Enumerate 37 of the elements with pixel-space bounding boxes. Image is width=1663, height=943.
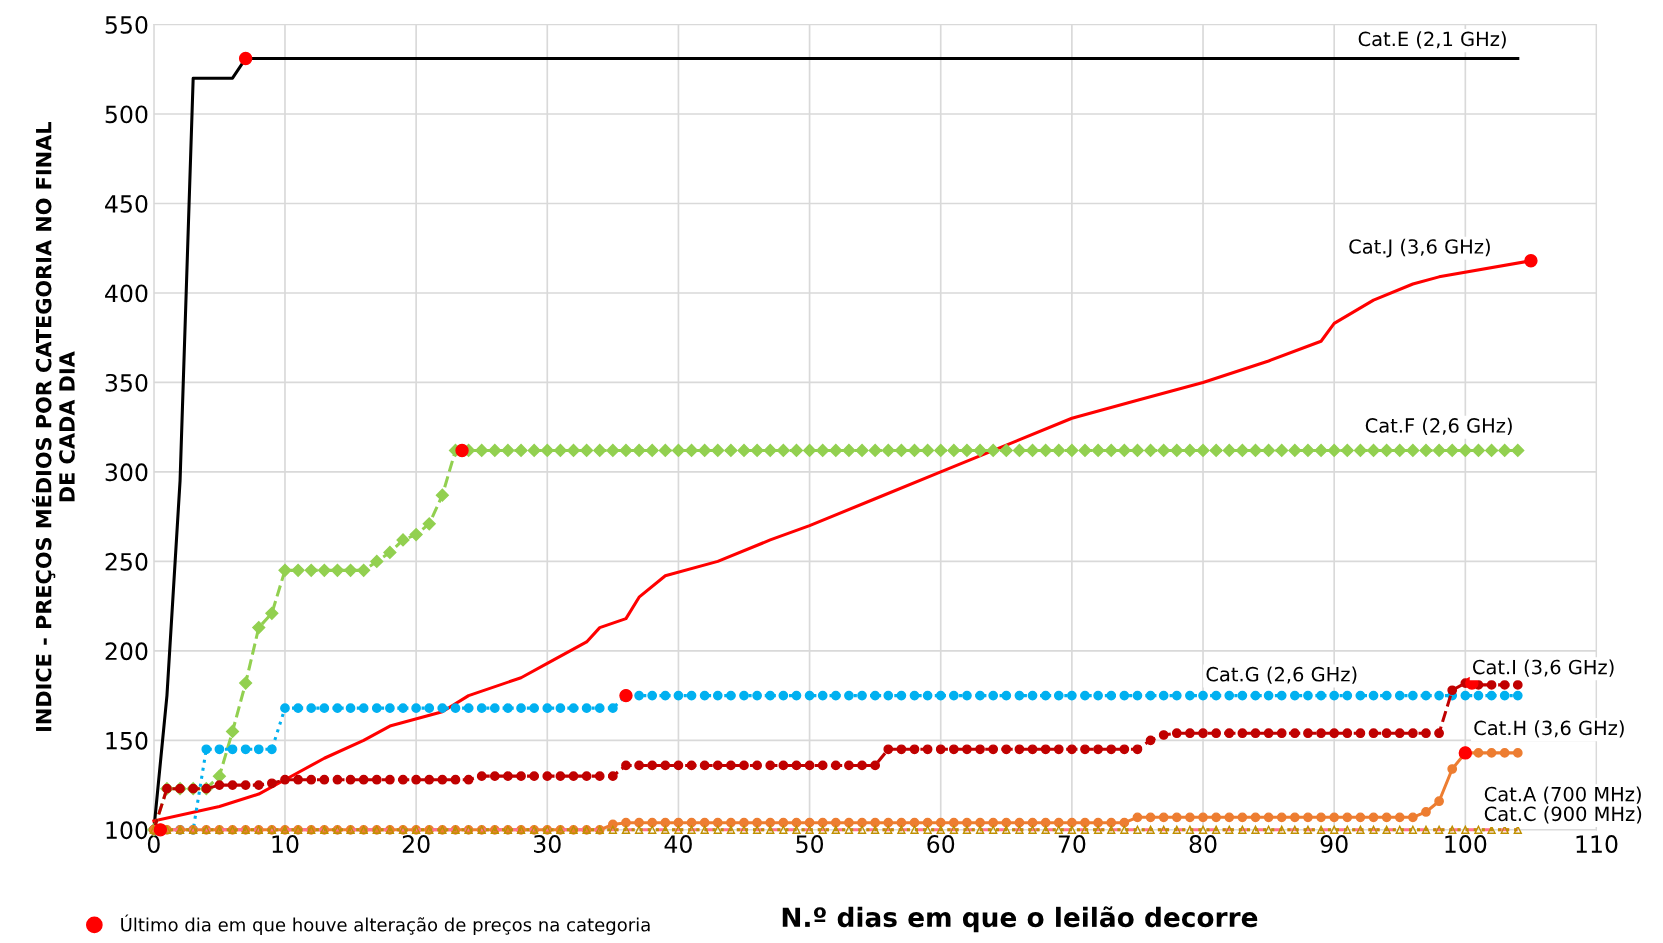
x-tick-label: 40 bbox=[664, 835, 692, 853]
x-axis-title: N.º dias em que o leilão decorre bbox=[782, 906, 1258, 933]
x-tick-label: 80 bbox=[1189, 835, 1217, 853]
y-tick-label: 550 bbox=[105, 15, 148, 34]
y-tick-label: 400 bbox=[105, 284, 148, 303]
y-tick-label: 350 bbox=[105, 373, 148, 392]
x-tick-label: 100 bbox=[1445, 835, 1487, 853]
x-tick-label: 70 bbox=[1058, 835, 1086, 853]
series-label: Cat.F (2,6 GHz) bbox=[1365, 417, 1512, 436]
point bbox=[238, 51, 253, 66]
x-tick-label: 60 bbox=[927, 835, 955, 853]
series-label: Cat.C (900 MHz) bbox=[1484, 806, 1642, 824]
point bbox=[153, 823, 168, 837]
y-tick-label: 150 bbox=[106, 731, 148, 750]
point bbox=[455, 443, 469, 458]
point bbox=[1524, 254, 1538, 268]
y-tick-label: 200 bbox=[105, 642, 148, 661]
series-label: Cat.H (3,6 GHz) bbox=[1474, 720, 1624, 738]
x-tick-label: 20 bbox=[402, 835, 430, 853]
x-tick-label: 0 bbox=[147, 835, 160, 853]
x-tick-label: 50 bbox=[796, 835, 824, 853]
x-tick-label: 90 bbox=[1320, 835, 1348, 853]
series-label: Cat.I (3,6 GHz) bbox=[1472, 659, 1614, 677]
series-label: Cat.G (2,6 GHz) bbox=[1206, 666, 1357, 684]
y-tick-label: 250 bbox=[105, 552, 148, 571]
series-label: Cat.J (3,6 GHz) bbox=[1349, 238, 1490, 258]
y-axis-title: INDICE - PREÇOS MÉDIOS POR CATEGORIA NO FINAL DE CADA DIA bbox=[31, 122, 75, 731]
x-tick-label: 10 bbox=[272, 835, 299, 853]
x-tick-label: 30 bbox=[534, 835, 561, 853]
series-label: Cat.A (700 MHz) bbox=[1484, 786, 1641, 804]
legend-label: Último dia em que houve alteração de preços na categoria bbox=[121, 914, 650, 935]
y-tick-label: 450 bbox=[105, 194, 148, 213]
series-label: Cat.E (2,1 GHz) bbox=[1358, 31, 1506, 49]
y-tick-label: 500 bbox=[105, 105, 148, 124]
y-tick-label: 100 bbox=[106, 821, 148, 840]
x-tick-label: 110 bbox=[1576, 835, 1618, 853]
y-tick-label: 300 bbox=[105, 463, 148, 482]
